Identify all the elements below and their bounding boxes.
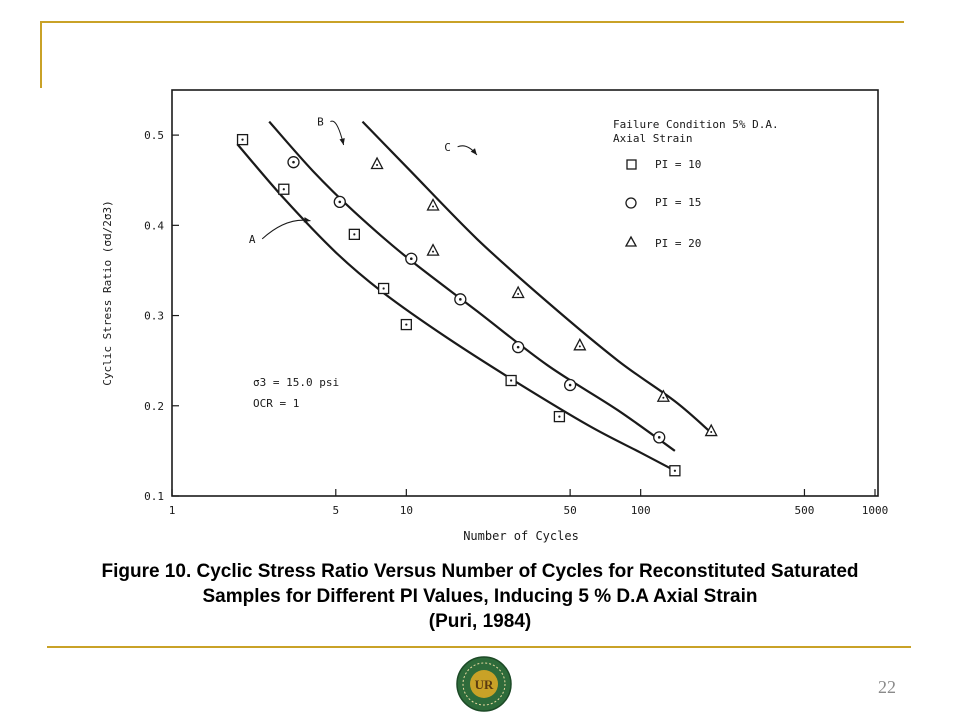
plot-frame xyxy=(171,89,879,497)
legend-title-line-1: Failure Condition 5% D.A. xyxy=(613,118,779,131)
fit-curve xyxy=(236,143,676,472)
y-tick-label: 0.1 xyxy=(144,490,164,503)
arrowhead xyxy=(303,217,311,223)
data-point-triangle xyxy=(426,243,440,256)
curve-label-b: B xyxy=(317,116,324,129)
data-point-triangle xyxy=(426,198,440,211)
left-border-line xyxy=(40,21,42,88)
legend-entry-pi-10: PI = 10 xyxy=(655,158,701,171)
y-axis-title: Cyclic Stress Ratio (σd/2σ3) xyxy=(101,200,114,385)
data-point-dot xyxy=(376,163,379,166)
x-tick-label: 500 xyxy=(795,504,815,517)
caption-line-3: (Puri, 1984) xyxy=(428,611,532,632)
data-point-triangle xyxy=(370,156,384,170)
x-tick-label: 10 xyxy=(400,504,413,517)
bottom-border-line xyxy=(47,646,911,648)
legend-circle-marker xyxy=(625,197,637,209)
fit-curve xyxy=(361,120,712,434)
fit-curve xyxy=(268,120,676,452)
data-point-dot xyxy=(432,205,435,208)
data-point-dot xyxy=(338,200,342,204)
x-tick-label: 50 xyxy=(564,504,577,517)
data-point-dot xyxy=(516,345,520,349)
data-point-dot xyxy=(673,469,677,472)
x-tick-label: 100 xyxy=(631,504,651,517)
x-axis-title: Number of Cycles xyxy=(463,529,579,543)
top-border-line xyxy=(40,21,904,23)
data-point-triangle xyxy=(656,389,670,402)
condition-confining-stress: σ3 = 15.0 psi xyxy=(253,376,339,389)
legend-entry-pi-20: PI = 20 xyxy=(655,237,701,250)
data-point-dot xyxy=(558,415,561,418)
legend: Failure Condition 5% D.A. Axial Strain P… xyxy=(613,118,779,250)
y-tick-label: 0.3 xyxy=(144,310,164,323)
x-tick-label: 5 xyxy=(332,504,339,517)
data-point-dot xyxy=(382,287,385,290)
data-point-triangle xyxy=(573,337,587,351)
data-point-triangle xyxy=(704,423,718,437)
data-point-dot xyxy=(710,431,713,434)
data-point-dot xyxy=(578,345,581,348)
legend-entry-pi-15: PI = 15 xyxy=(655,196,701,209)
curve-label-arrow xyxy=(261,219,311,240)
curve-label-a: A xyxy=(249,233,256,246)
data-point-dot xyxy=(568,383,572,387)
data-point-dot xyxy=(459,298,462,301)
data-point-dot xyxy=(282,188,285,191)
y-tick-label: 0.4 xyxy=(144,219,164,232)
caption-line-2: Samples for Different PI Values, Inducin… xyxy=(202,586,758,607)
data-point-dot xyxy=(405,323,408,326)
data-point-dot xyxy=(657,436,661,439)
x-tick-label: 1000 xyxy=(862,504,889,517)
legend-triangle-marker xyxy=(624,235,638,247)
x-tick-label: 1 xyxy=(169,504,176,517)
arrowhead xyxy=(339,138,345,145)
caption-line-1: Figure 10. Cyclic Stress Ratio Versus Nu… xyxy=(101,561,859,582)
y-tick-label: 0.5 xyxy=(144,129,164,142)
arrowhead xyxy=(470,148,477,155)
curve-label-c: C xyxy=(444,141,451,154)
logo-monogram: UR xyxy=(475,677,494,692)
data-point-dot xyxy=(510,379,513,382)
page-number: 22 xyxy=(878,677,896,697)
data-point-dot xyxy=(292,160,295,164)
data-point-dot xyxy=(662,396,665,399)
figure-caption: Figure 10. Cyclic Stress Ratio Versus Nu… xyxy=(0,559,960,634)
condition-ocr: OCR = 1 xyxy=(253,397,299,410)
data-point-dot xyxy=(409,257,413,261)
y-tick-label: 0.2 xyxy=(144,400,164,413)
data-point-dot xyxy=(432,250,435,253)
data-point-triangle xyxy=(511,285,525,299)
legend-square-marker xyxy=(626,159,637,170)
cyclic-stress-ratio-chart: 1 5 10 50 100 500 1000 0.1 0.2 0.3 0.4 0.5 A B C Numb… xyxy=(101,89,889,543)
legend-title-line-2: Axial Strain xyxy=(613,132,692,145)
data-point-dot xyxy=(353,233,356,236)
data-point-dot xyxy=(517,293,520,295)
university-seal-logo: UR xyxy=(456,656,512,712)
data-point-dot xyxy=(241,138,244,141)
